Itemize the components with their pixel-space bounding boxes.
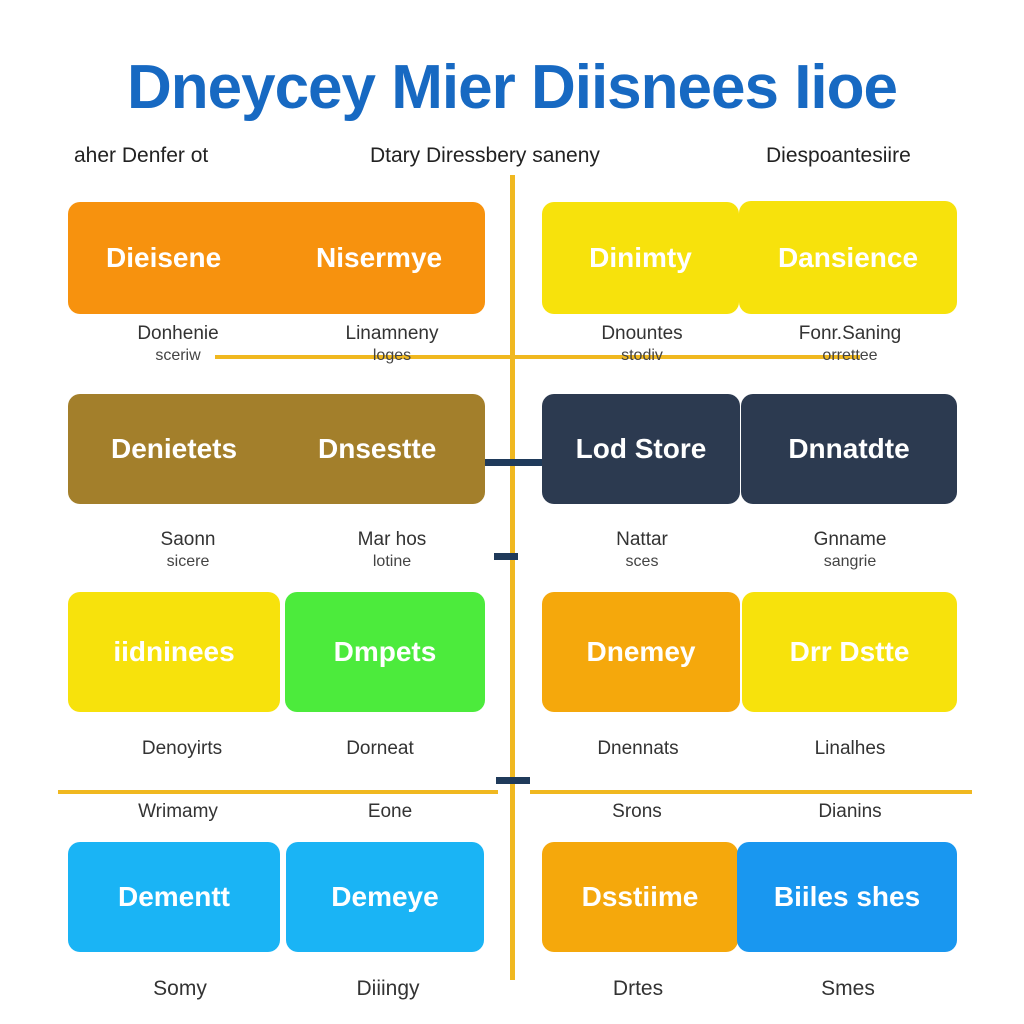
label-row4-b: Diiingy <box>308 978 468 1000</box>
label-row3-b: Dorneat <box>300 738 460 760</box>
label-row4-d: Smes <box>768 978 928 1000</box>
node-label: Drr Dstte <box>789 636 910 667</box>
label-sub: sicere <box>166 553 210 570</box>
label-main: Diiingy <box>356 977 420 1000</box>
label-row3-c: Dnennats <box>558 738 718 760</box>
lower-right-divider <box>530 790 972 794</box>
node-label: Dansience <box>777 241 919 273</box>
node-row1-left-merged: Dieisene Nisermye <box>68 202 485 314</box>
label-sub: loges <box>372 347 412 364</box>
row2-connector <box>484 459 542 466</box>
divider-tick-lower <box>496 777 530 784</box>
node-row4-c: Dsstiime <box>542 842 738 952</box>
label-main: Dnountes <box>601 323 683 344</box>
label-row4-top-d: Dianins <box>818 801 882 822</box>
label-row2-a: Saonn sicere <box>108 529 268 573</box>
label-main: Somy <box>153 977 207 1000</box>
label-row1-c: Dnountes stodiv <box>562 323 722 367</box>
label-row2-d: Gnname sangrie <box>770 529 930 573</box>
label-main: Denoyirts <box>141 738 223 759</box>
node-row1-b: Nisermye <box>316 242 443 273</box>
label-main: Linalhes <box>814 738 886 759</box>
node-label: Dmpets <box>333 636 437 667</box>
node-label: Dinimty <box>589 242 692 273</box>
node-row1-c: Dinimty <box>542 202 739 314</box>
label-main: Dnennats <box>597 738 679 759</box>
node-row2-left-merged: Denietets Dnsestte <box>68 394 485 504</box>
node-row1-a: Dieisene <box>106 242 222 273</box>
label-sub: orrettee <box>822 347 878 364</box>
column-header-right: Diespoantesiire <box>766 144 911 167</box>
node-row4-d: Biiles shes <box>737 842 957 952</box>
label-sub: sangrie <box>823 553 877 570</box>
label-main: Mar hos <box>357 529 427 550</box>
node-row3-b: Dmpets <box>285 592 485 712</box>
node-label: Lod Store <box>575 433 707 464</box>
label-sub: stodiv <box>621 347 663 364</box>
label-main: Donhenie <box>137 323 219 344</box>
label-row4-top-a: Wrimamy <box>138 801 218 822</box>
column-header-left: aher Denfer ot <box>74 144 209 167</box>
row1-right-divider <box>515 355 860 359</box>
node-row1-d: Dansience <box>739 201 957 314</box>
lower-left-divider <box>58 790 498 794</box>
vertical-divider <box>510 175 515 980</box>
label-row2-b: Mar hos lotine <box>312 529 472 573</box>
label-row1-a: Donhenie sceriw <box>98 323 258 367</box>
node-label: Dnnatdte <box>788 433 910 464</box>
label-row2-c: Nattar sces <box>562 529 722 573</box>
label-main: Smes <box>821 977 875 1000</box>
label-main: Saonn <box>160 529 216 550</box>
node-row4-b: Demeye <box>286 842 484 952</box>
node-row3-a: iidninees <box>68 592 280 712</box>
node-row2-d: Dnnatdte <box>741 394 957 504</box>
label-sub: sceriw <box>155 347 201 364</box>
label-main: Gnname <box>813 529 887 550</box>
label-row3-a: Denoyirts <box>102 738 262 760</box>
label-row1-b: Linamneny loges <box>312 323 472 367</box>
label-main: Dorneat <box>346 738 414 759</box>
label-row3-d: Linalhes <box>770 738 930 760</box>
label-row1-d: Fonr.Saning orrettee <box>770 323 930 367</box>
node-row3-c: Dnemey <box>542 592 740 712</box>
node-label: iidninees <box>113 636 235 667</box>
label-main: Fonr.Saning <box>798 323 902 344</box>
node-row2-b: Dnsestte <box>318 433 437 464</box>
label-row4-top-b: Eone <box>367 801 413 822</box>
node-label: Dnemey <box>586 636 696 667</box>
label-sub: lotine <box>372 553 412 570</box>
divider-tick-upper <box>494 553 518 560</box>
label-row4-a: Somy <box>100 978 260 1000</box>
column-header-center: Dtary Diressbery saneny <box>370 144 600 167</box>
node-row2-a: Denietets <box>111 433 238 464</box>
row1-left-divider <box>215 355 510 359</box>
label-row4-c: Drtes <box>558 978 718 1000</box>
node-label: Demeye <box>331 881 439 912</box>
node-label: Dsstiime <box>581 881 699 912</box>
label-row4-top-c: Srons <box>612 801 662 822</box>
node-row4-a: Dementt <box>68 842 280 952</box>
diagram-title: Dneycey Mier Diisnees Iioe <box>126 53 898 122</box>
node-row2-c: Lod Store <box>542 394 740 504</box>
node-label: Biiles shes <box>773 881 921 912</box>
label-main: Linamneny <box>345 323 439 344</box>
label-main: Drtes <box>612 977 664 1000</box>
node-label: Dementt <box>117 881 230 912</box>
label-main: Nattar <box>616 529 668 550</box>
node-row3-d: Drr Dstte <box>742 592 957 712</box>
label-sub: sces <box>625 553 659 570</box>
